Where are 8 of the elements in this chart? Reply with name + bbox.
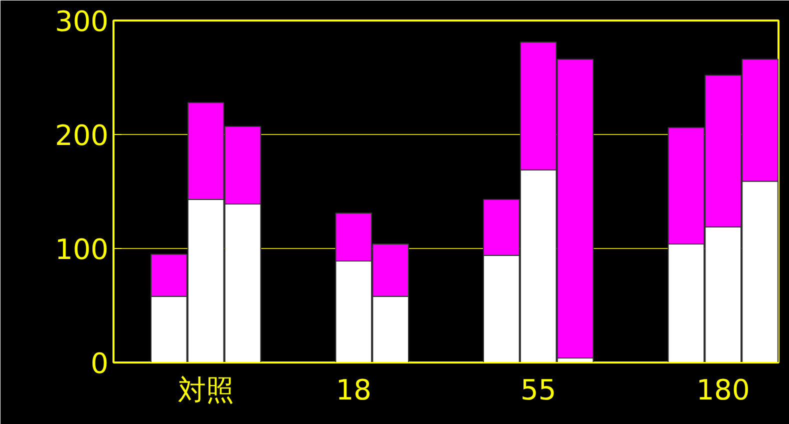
y-tick-label: 300 xyxy=(55,5,109,38)
y-tick-label: 100 xyxy=(55,233,109,266)
x-tick-label: 180 xyxy=(696,374,750,406)
y-tick-label: 200 xyxy=(55,119,109,152)
x-tick-label: 18 xyxy=(336,374,372,406)
y-tick-label: 0 xyxy=(90,347,109,380)
x-tick-label: 対照 xyxy=(178,374,234,406)
x-tick-label: 55 xyxy=(520,374,556,406)
